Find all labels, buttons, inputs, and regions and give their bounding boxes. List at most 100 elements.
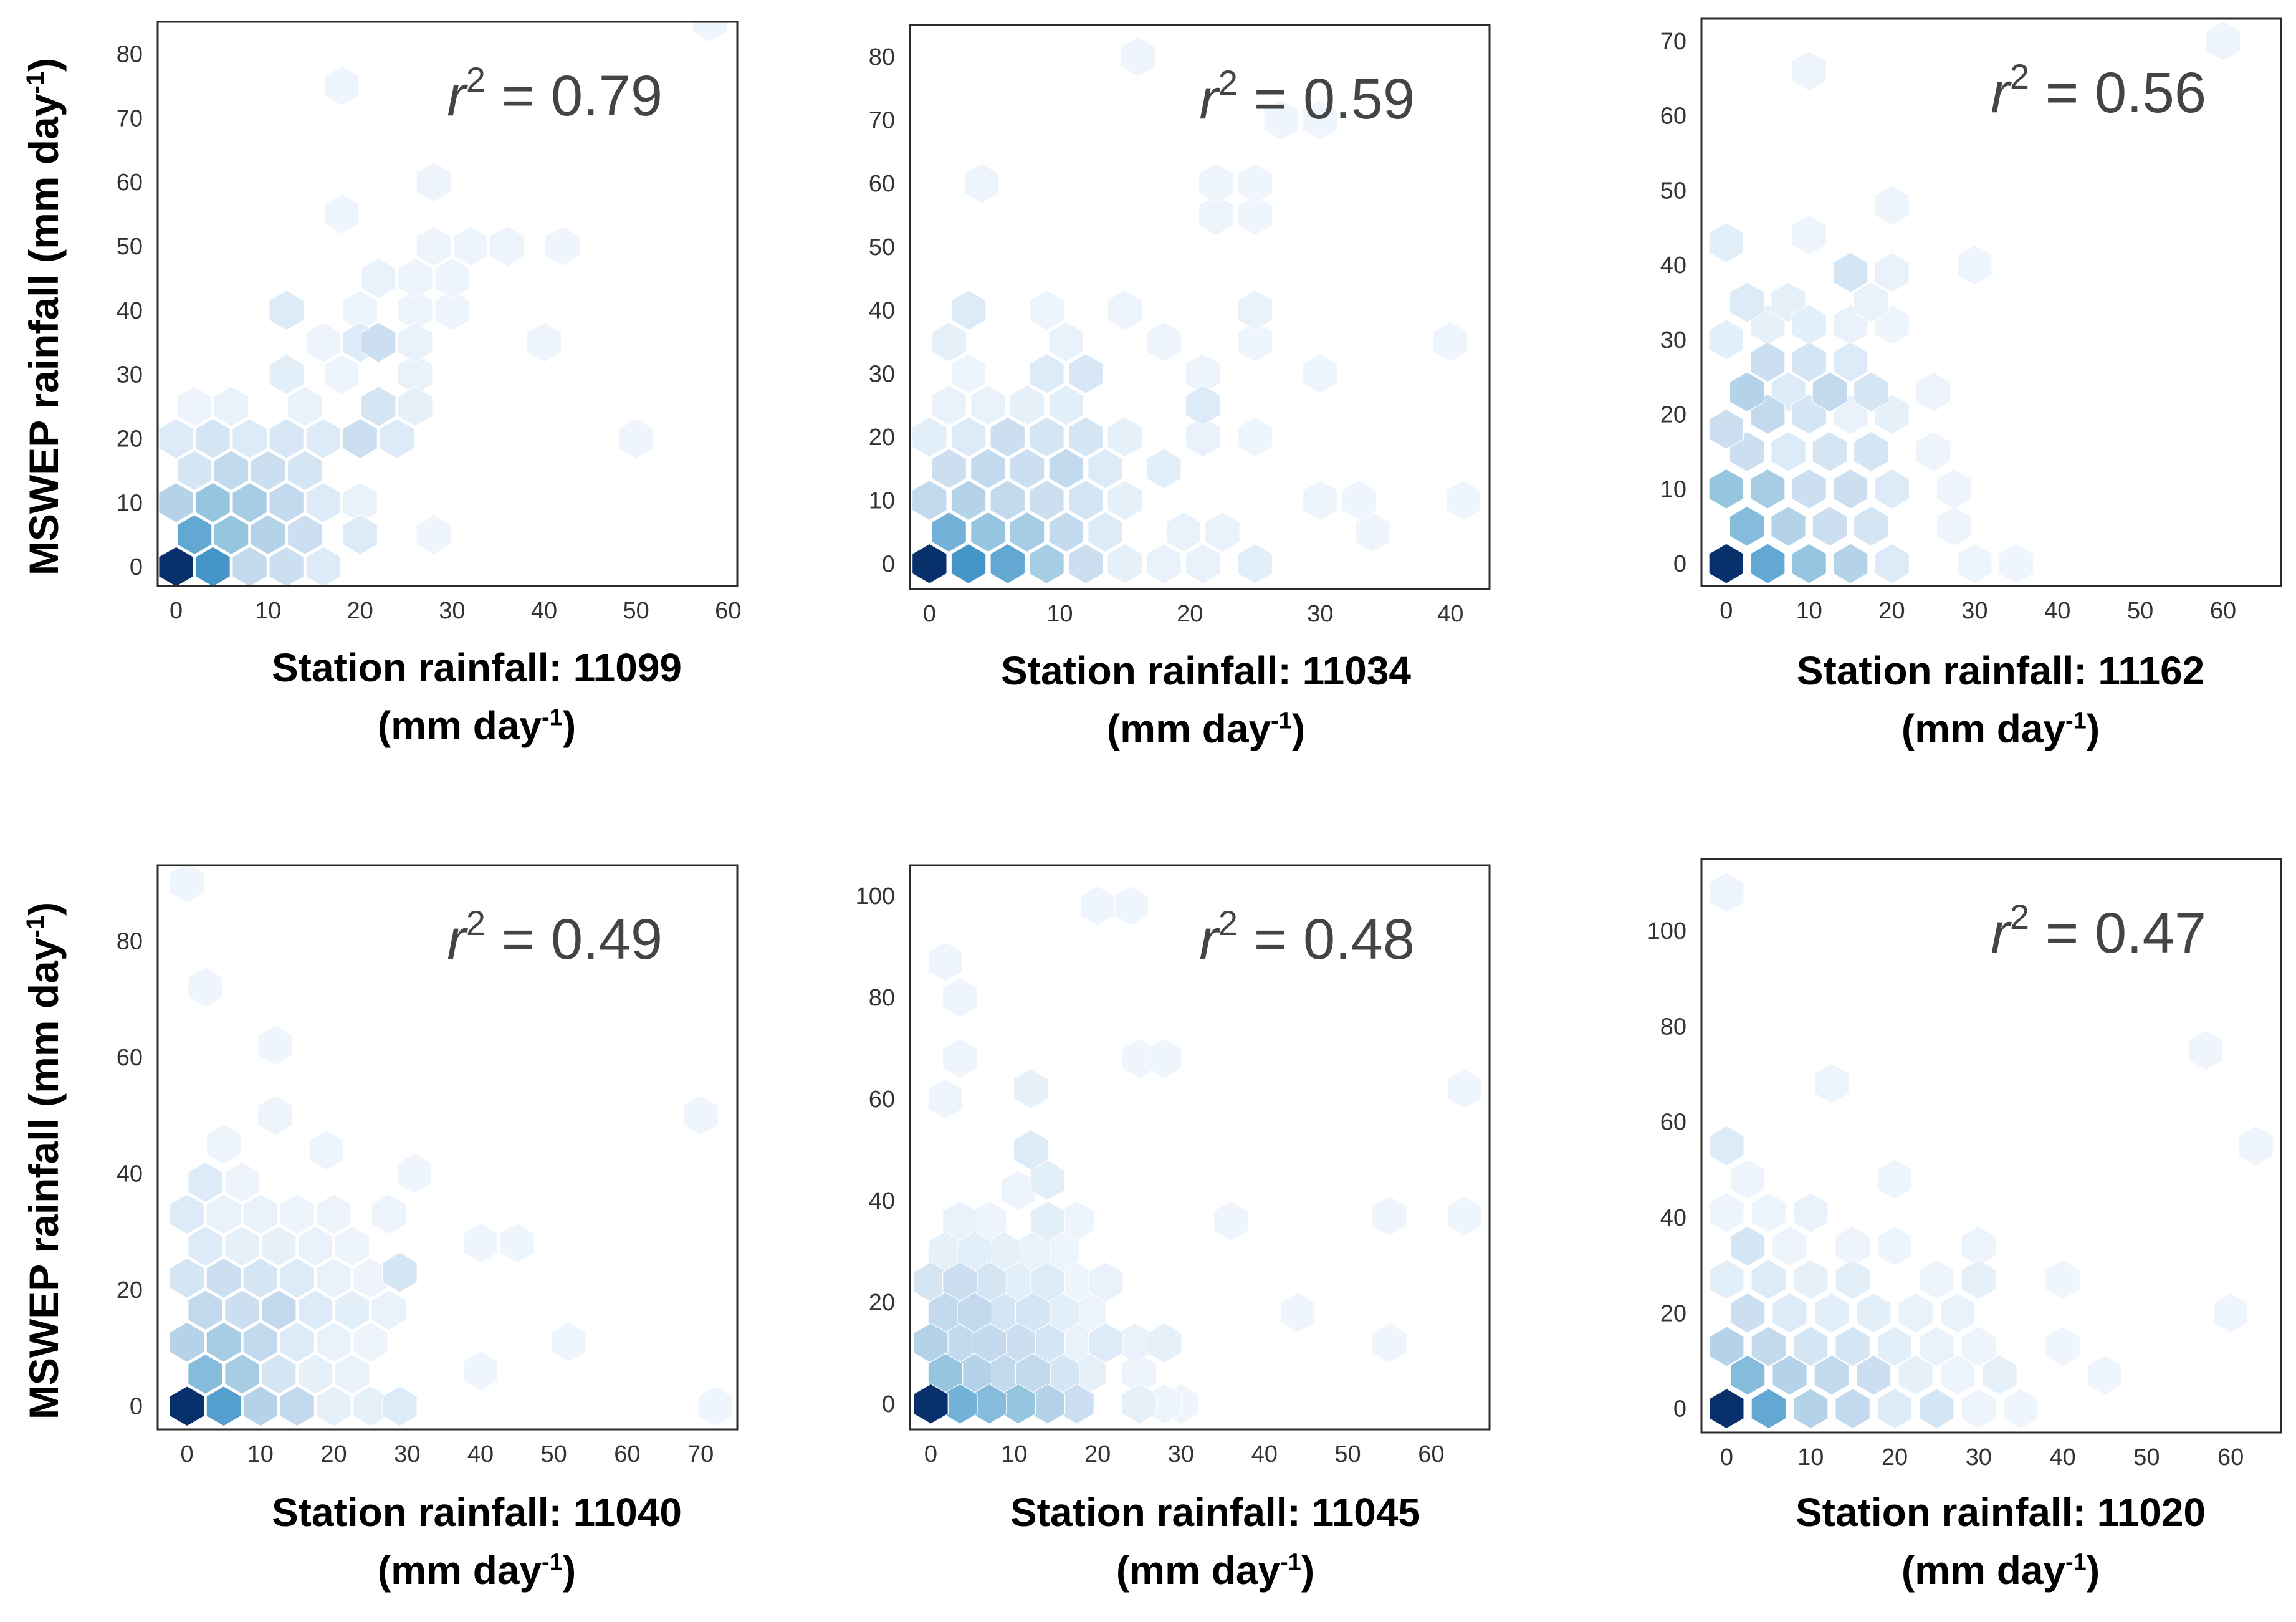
r-squared-equals: = [486,64,551,128]
r-squared-equals: = [1238,908,1303,971]
y-tick-label: 50 [117,234,143,260]
r-squared-equals: = [2029,61,2095,125]
hexbin-cell [242,1322,279,1363]
hexbin-cell [1877,1226,1913,1267]
hexbin-cell [1354,511,1390,553]
hexbin-cell [1772,1355,1807,1396]
x-axis-unit: (mm day-1) [1106,706,1306,751]
r-squared-annotation: r2 = 0.56 [1991,57,2206,125]
x-tick-label: 20 [1882,1444,1908,1471]
r-squared-annotation: r2 = 0.49 [447,903,662,971]
hexbin-cell [1791,543,1827,584]
hexbin-cell [1447,1195,1483,1237]
hexbin-cell [1146,1322,1182,1364]
hexbin-cell [1341,479,1377,521]
x-axis-unit: (mm day-1) [1901,706,2100,751]
hexbin-cell [206,1257,242,1299]
hexbin-cell [2212,1292,2249,1333]
y-axis-label-sup: -1 [22,71,49,94]
hexbin-cell [1009,385,1045,426]
y-tick-label: 0 [130,554,143,580]
hexbin-cell [396,1153,433,1194]
r-symbol: r [1991,901,2012,965]
hexbin-cell [242,1257,279,1299]
hexbin-cell [618,418,654,459]
hexbin-cell [1750,543,1786,584]
hexbin-cell [1445,479,1481,521]
hexbin-cell [1877,1326,1913,1367]
hexbin-cell [169,1322,205,1363]
hexbin-cell [1814,1292,1850,1333]
hexbin-cell [1030,1201,1066,1242]
hexbin-cell [1068,543,1104,584]
plot-frame [156,21,739,587]
hexbin-cell [1832,543,1868,584]
hexbin-cell [1771,431,1806,473]
hexbin-cell [1121,1383,1157,1424]
r-squared-annotation: r2 = 0.48 [1199,903,1415,971]
hexbin-cell [1940,1292,1976,1333]
hexbin-cell [169,1257,205,1299]
hexbin-cell [1708,543,1744,584]
plot-frame [909,864,1491,1431]
hexbin-cell [957,1292,992,1333]
hexbin-cell [316,1386,352,1427]
y-tick-label: 70 [1660,29,1686,55]
hexbin-cell [1708,319,1744,360]
hexbin-cell [1030,1159,1066,1201]
hexbin-cell [1919,1259,1954,1300]
hexbin-cell [334,1290,370,1331]
hexbin-cell [1832,252,1868,293]
r-squared-annotation: r2 = 0.59 [1199,63,1415,131]
r-squared-value: 0.48 [1303,908,1415,971]
hexbin-cell [1854,372,1889,413]
hexbin-cell [942,1038,978,1079]
hexbin-cell [1709,1125,1744,1166]
hexbin-cell [1812,506,1848,547]
hexbin-panel-11020: 0 10 20 30 40 50 60 0 20 40 60 80 100 r2 = 0.47 [1647,858,2282,1471]
hexbin-cell [269,418,304,459]
hexbin-cell [1263,99,1299,141]
hexbin-cell [1303,99,1338,141]
hexbin-cell [1751,1192,1787,1233]
hexbin-cell [1814,1063,1850,1104]
hexbin-cell [206,1124,242,1165]
y-tick-label: 80 [869,985,895,1011]
y-tick-label: 40 [869,298,895,324]
hexbin-cell [526,322,562,363]
hexbin-cell [1791,214,1827,256]
y-tick-label: 80 [117,41,143,67]
hexbin-cell [353,1322,388,1363]
hexbin-cell [1709,1259,1744,1300]
hexbin-cell [1729,1355,1766,1396]
y-tick-label: 60 [117,1045,143,1071]
hexbin-cell [305,482,341,523]
hexbin-cell [1029,353,1064,394]
hexbin-cell [361,386,396,427]
hexbin-cell [188,1161,223,1203]
hexbin-cell [1146,1038,1182,1079]
hexbin-cell [1791,50,1827,92]
y-tick-label: 80 [117,928,143,954]
hexbin-cell [1447,1068,1483,1110]
y-tick-label: 20 [869,425,895,451]
hexbin-cell [1709,1192,1744,1233]
hexbin-cell [1013,1129,1049,1171]
r-symbol: r [1199,67,1220,131]
y-tick-label: 40 [117,1161,143,1187]
hexbin-cell [1771,506,1806,547]
r-squared-equals: = [486,908,551,971]
hexbin-cell [950,353,987,394]
y-tick-label: 80 [869,44,895,70]
hexbin-cell [224,1161,260,1203]
plot-frame [156,864,739,1431]
y-tick-label: 80 [1660,1014,1686,1040]
y-tick-label: 40 [1660,252,1686,279]
hexbin-cell [232,418,267,459]
hexbin-cell [990,479,1026,521]
hexbin-cell [342,418,378,459]
hexbin-cell [462,1351,499,1392]
x-axis-unit: (mm day-1) [1116,1547,1315,1593]
y-tick-label: 60 [117,170,143,196]
hexbin-cell [1029,479,1064,521]
